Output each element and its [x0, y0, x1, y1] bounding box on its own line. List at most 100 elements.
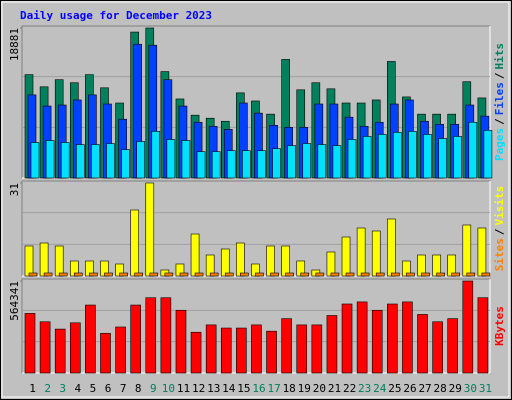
x-tick-label: 22 [343, 382, 356, 395]
bar [236, 242, 245, 277]
x-tick-label: 13 [207, 382, 220, 395]
x-tick-label: 30 [464, 382, 477, 395]
bar [106, 143, 115, 179]
x-tick-label: 17 [267, 382, 280, 395]
legend-entry: KBytes [493, 306, 506, 346]
bar [85, 304, 96, 374]
bar [149, 272, 159, 277]
legend-separator: / [493, 118, 506, 125]
bar [387, 303, 398, 374]
bar [58, 272, 68, 277]
legend: KBytes [493, 306, 506, 346]
bar [134, 272, 143, 277]
bar [302, 143, 312, 179]
bar [296, 324, 308, 374]
x-tick-label: 11 [177, 382, 190, 395]
bar [175, 309, 187, 374]
bar [466, 272, 476, 277]
bar [24, 245, 34, 277]
bar [242, 150, 251, 179]
bar [483, 130, 493, 179]
bar [332, 145, 342, 179]
x-tick-label: 12 [192, 382, 205, 395]
legend-entry: Sites [493, 238, 506, 271]
bar [362, 136, 372, 179]
x-tick-label: 7 [120, 382, 127, 395]
bar [130, 304, 141, 374]
bar [166, 139, 176, 179]
bar [257, 150, 266, 179]
bar [24, 313, 36, 374]
bar [270, 272, 279, 277]
bar [402, 301, 413, 374]
bar [356, 227, 366, 277]
bar [30, 142, 40, 179]
bar [377, 134, 387, 179]
x-tick-label: 28 [434, 382, 447, 395]
legend-separator: / [493, 72, 506, 79]
x-tick-label: 1 [29, 382, 36, 395]
bar [453, 136, 463, 179]
bar [311, 324, 323, 374]
bar [104, 272, 113, 277]
bar [408, 131, 417, 179]
bar [181, 140, 191, 179]
bar [136, 141, 145, 179]
x-tick-label: 9 [150, 382, 157, 395]
x-tick-label: 29 [449, 382, 462, 395]
bar [220, 248, 230, 277]
bar [54, 245, 64, 277]
bar [272, 148, 281, 179]
bar [54, 328, 66, 374]
bar [315, 272, 325, 277]
bar [130, 209, 139, 277]
bar [266, 245, 275, 277]
bar [211, 151, 221, 179]
bar [91, 144, 100, 179]
bar [477, 297, 489, 374]
bar [477, 227, 487, 277]
bar [119, 272, 128, 277]
x-tick-label: 18 [283, 382, 296, 395]
bar [371, 230, 381, 277]
bar [447, 318, 459, 374]
bar [438, 138, 447, 179]
bar [281, 245, 290, 277]
bar [436, 272, 445, 277]
bar [462, 280, 474, 374]
bar [341, 236, 351, 277]
x-tick-label: 4 [75, 382, 82, 395]
bar [421, 272, 430, 277]
bar [121, 149, 130, 179]
bar [190, 233, 200, 277]
x-tick-label: 25 [388, 382, 401, 395]
bar [45, 140, 55, 179]
y-tick-label: 31 [8, 183, 21, 196]
legend-separator: / [493, 228, 506, 235]
bar [451, 272, 461, 277]
bar [220, 327, 232, 374]
x-tick-label: 16 [252, 382, 265, 395]
bar [347, 139, 357, 179]
bar [345, 272, 355, 277]
bar [341, 303, 353, 374]
bar [75, 144, 85, 179]
bar [60, 142, 70, 179]
x-tick-label: 27 [418, 382, 431, 395]
x-tick-label: 14 [222, 382, 236, 395]
x-tick-label: 5 [90, 382, 97, 395]
x-tick-label: 31 [479, 382, 492, 395]
x-tick-label: 23 [358, 382, 371, 395]
bar [145, 297, 157, 374]
bar [209, 272, 219, 277]
bar [224, 272, 234, 277]
x-tick-label: 6 [105, 382, 112, 395]
bar [287, 145, 296, 179]
bar [43, 272, 53, 277]
bar [281, 318, 292, 374]
bar [145, 182, 155, 277]
x-tick-label: 21 [328, 382, 341, 395]
bar [69, 322, 81, 374]
